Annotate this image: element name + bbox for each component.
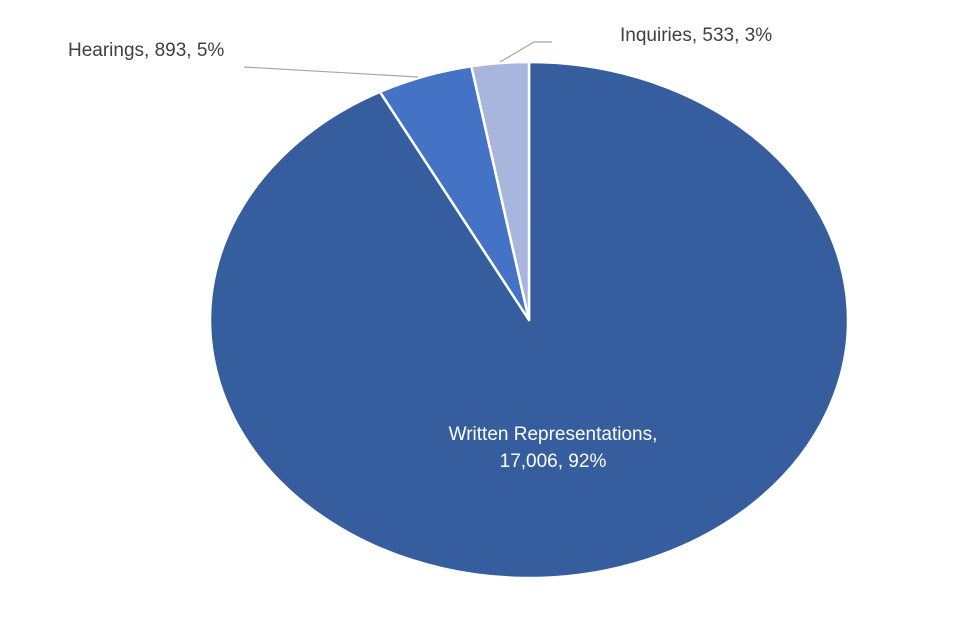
- data-label-inquiries: Inquiries, 533, 3%: [620, 25, 772, 46]
- leader-lines-layer: [243, 41, 552, 78]
- data-label-written-representations: Written Representations, 17,006, 92%: [449, 424, 658, 472]
- leader-line-hearings: [243, 66, 419, 78]
- data-label-written-representations-line-1: Written Representations,: [449, 424, 658, 445]
- slice-inquiries: [470, 60, 531, 322]
- data-label-inquiries-line-1: Inquiries, 533, 3%: [620, 25, 772, 46]
- slices-layer: [208, 60, 850, 580]
- data-label-hearings: Hearings, 893, 5%: [68, 40, 224, 61]
- leader-line-inquiries: [499, 41, 552, 63]
- data-label-hearings-line-1: Hearings, 893, 5%: [68, 40, 224, 61]
- data-labels-layer: Written Representations, 17,006, 92% Heari…: [68, 25, 772, 472]
- data-label-written-representations-line-2: 17,006, 92%: [500, 451, 607, 472]
